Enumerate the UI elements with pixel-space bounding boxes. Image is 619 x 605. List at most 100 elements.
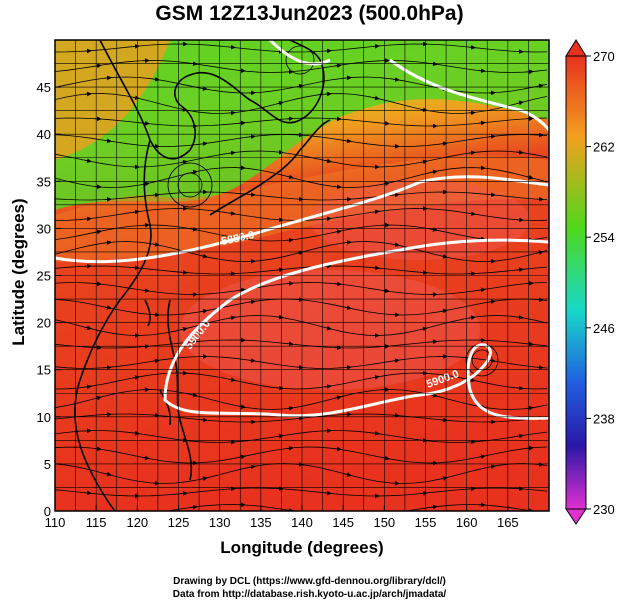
streamline [55, 224, 548, 242]
x-tick-label: 110 [45, 515, 66, 530]
flow-arrow [536, 462, 544, 467]
flow-arrow [248, 299, 256, 305]
colorbar-top-arrow [565, 39, 587, 57]
flow-arrow [190, 169, 198, 175]
flow-arrow [526, 174, 534, 180]
flow-arrow [392, 77, 400, 82]
flow-arrow [190, 392, 198, 398]
flow-arrow [200, 476, 208, 482]
flow-arrow [420, 326, 428, 332]
flow-arrow [334, 446, 342, 452]
flow-arrow [382, 121, 390, 126]
flow-arrow [84, 490, 92, 496]
flow-arrow [468, 44, 476, 50]
flow-arrow [104, 365, 112, 370]
flow-arrow [276, 100, 284, 106]
circulation-ring [285, 45, 315, 75]
x-tick-label: 130 [209, 515, 231, 530]
colorbar-tick-label: 230 [593, 502, 615, 517]
flow-arrow [180, 491, 188, 496]
flow-arrow [286, 237, 294, 243]
warm-core [180, 270, 480, 390]
streamline [55, 167, 548, 188]
x-tick-label: 145 [332, 515, 354, 530]
flow-arrow [392, 192, 400, 198]
flow-arrow [420, 159, 428, 165]
flow-arrow [536, 83, 544, 89]
y-axis-label: Latitude (degrees) [9, 198, 28, 346]
x-tick-label: 155 [415, 515, 437, 530]
contour-5900 [163, 238, 549, 420]
flow-arrow [248, 464, 256, 470]
flow-arrow [324, 158, 332, 164]
colorbar-scale [565, 55, 587, 510]
contour-5800 [268, 40, 331, 66]
flow-arrow [372, 95, 380, 101]
flow-arrow [516, 100, 524, 106]
gridlines [55, 40, 549, 511]
flow-arrow [132, 265, 140, 271]
flow-arrow [200, 308, 208, 314]
flow-arrow [248, 358, 256, 363]
flow-arrow [228, 110, 236, 116]
flow-arrow [276, 433, 284, 439]
flow-arrow [430, 339, 438, 345]
flow-arrow [526, 341, 534, 347]
flow-arrow [200, 141, 208, 147]
flow-arrow [488, 134, 496, 139]
flow-arrow [132, 95, 140, 100]
flow-arrow [430, 392, 438, 398]
flow-arrow [84, 325, 92, 331]
flow-arrow [228, 44, 236, 50]
flow-arrow [372, 265, 380, 271]
flow-arrow [200, 253, 208, 259]
flow-arrow [286, 341, 294, 347]
flow-arrow [478, 287, 486, 293]
flow-arrow [84, 158, 92, 164]
flow-arrow [516, 385, 524, 391]
flow-arrow [228, 315, 236, 321]
flow-arrow [228, 377, 236, 383]
flow-arrow [468, 150, 476, 156]
x-tick-label: 165 [497, 515, 519, 530]
flow-arrow [382, 288, 390, 294]
flow-arrow [324, 490, 332, 496]
flow-arrow [372, 209, 380, 215]
y-tick-label: 0 [44, 504, 51, 519]
flow-arrow [516, 149, 524, 155]
flow-arrow [228, 211, 236, 216]
flow-arrow [344, 138, 352, 144]
flow-arrow [344, 240, 352, 245]
flow-arrow [488, 464, 496, 470]
contour-5880 [55, 175, 549, 264]
x-tick-label: 120 [126, 515, 148, 530]
flow-arrow [344, 305, 352, 311]
flow-arrow [334, 184, 342, 190]
warm-tongue-west [55, 40, 170, 160]
flow-arrow [334, 395, 342, 401]
x-axis: 110 115 120 125 130 135 140 145 150 155 160 165 [45, 505, 519, 530]
y-tick-label: 45 [37, 80, 51, 95]
flow-arrow [478, 454, 486, 460]
flow-arrow [430, 169, 438, 175]
flow-arrow [382, 181, 390, 187]
flow-arrow [420, 107, 428, 113]
flow-arrow [334, 63, 342, 69]
x-tick-label: 160 [456, 515, 478, 530]
flow-arrow [104, 471, 112, 477]
flow-arrow [190, 339, 198, 345]
circulation-ring [167, 162, 213, 208]
x-axis-label: Longitude (degrees) [220, 538, 384, 557]
streamline [55, 504, 535, 511]
x-tick-label: 125 [168, 515, 190, 530]
flow-arrow [420, 490, 428, 496]
y-tick-label: 30 [37, 221, 51, 236]
flow-arrow [104, 75, 112, 81]
flow-arrow [344, 365, 352, 370]
colorbar-bottom-arrow [565, 508, 587, 525]
x-tick-label: 115 [86, 515, 107, 530]
flow-arrow [286, 174, 294, 180]
y-tick-label: 10 [37, 410, 51, 425]
flow-arrow [248, 192, 256, 197]
flow-arrow [132, 430, 140, 436]
